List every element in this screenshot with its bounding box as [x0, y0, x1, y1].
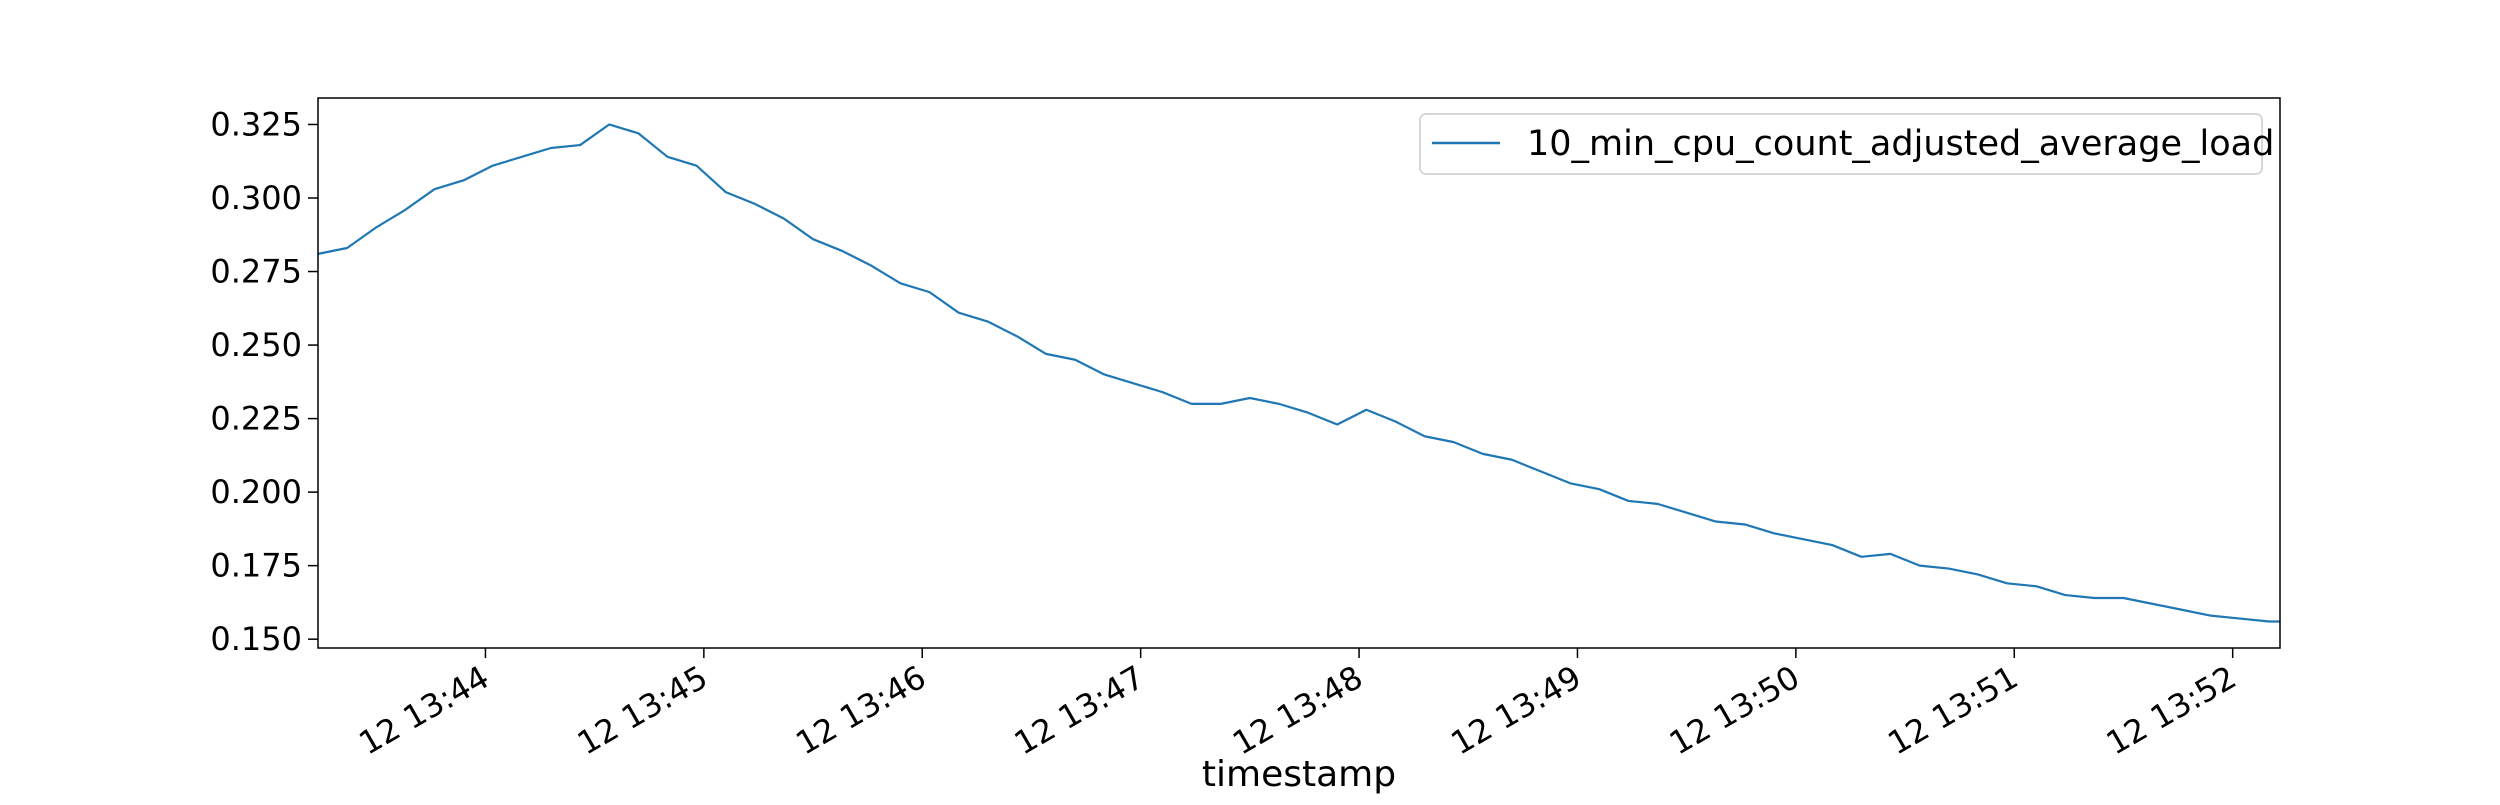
x-tick-label: 12 13:44	[353, 658, 496, 762]
x-tick-label: 12 13:48	[1226, 658, 1369, 762]
y-tick-label: 0.150	[210, 620, 302, 658]
y-tick-label: 0.200	[210, 473, 302, 511]
x-tick-label: 12 13:51	[1881, 658, 2024, 762]
y-axis: 0.150 0.175 0.200 0.225 0.250 0.275 0.300 0.325	[210, 105, 318, 658]
x-tick-label: 12 13:47	[1008, 658, 1151, 762]
x-tick-label: 12 13:45	[571, 658, 714, 762]
series-layer	[318, 124, 2280, 621]
x-tick-label: 12 13:49	[1445, 658, 1588, 762]
legend: 10_min_cpu_count_adjusted_average_load	[1420, 114, 2274, 174]
y-tick-label: 0.275	[210, 253, 302, 291]
x-tick-label: 12 13:50	[1663, 658, 1806, 762]
x-tick-label: 12 13:52	[2100, 658, 2243, 762]
plot-area-frame	[318, 98, 2280, 648]
y-tick-label: 0.325	[210, 105, 302, 143]
y-tick-label: 0.225	[210, 400, 302, 438]
x-tick-label: 12 13:46	[789, 658, 932, 762]
series-line	[318, 124, 2280, 621]
legend-label: 10_min_cpu_count_adjusted_average_load	[1527, 124, 2274, 164]
x-axis-title: timestamp	[1202, 754, 1396, 795]
y-tick-label: 0.250	[210, 326, 302, 364]
y-tick-label: 0.300	[210, 179, 302, 217]
y-tick-label: 0.175	[210, 547, 302, 585]
x-axis: 12 13:44 12 13:45 12 13:46 12 13:47 12 13:48…	[353, 648, 2243, 762]
